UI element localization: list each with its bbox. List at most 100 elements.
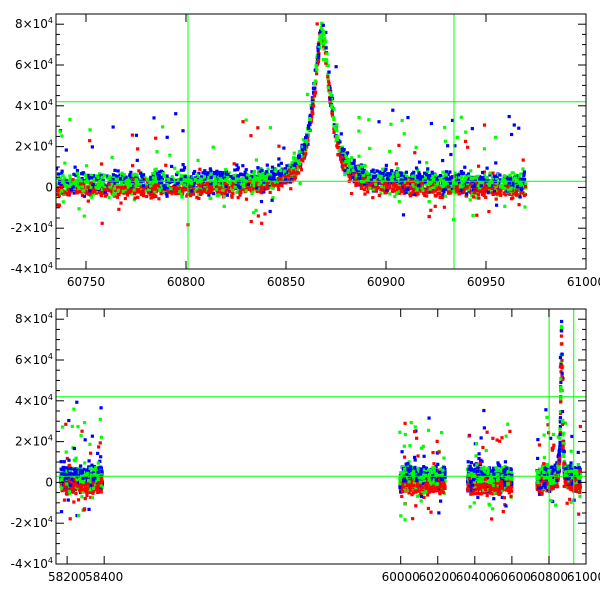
data-point-blue — [60, 468, 63, 471]
data-point-green — [125, 182, 128, 185]
data-point-green — [343, 173, 346, 176]
data-point-red — [79, 486, 82, 489]
data-point-green — [321, 28, 324, 31]
data-point-blue — [90, 464, 93, 467]
data-points — [54, 10, 527, 226]
data-point-blue — [160, 176, 163, 179]
data-point-green — [255, 158, 258, 161]
data-point-red — [97, 481, 100, 484]
data-point-red — [223, 182, 226, 185]
data-point-red — [87, 186, 90, 189]
data-point-green — [223, 195, 226, 198]
data-point-red — [523, 194, 526, 197]
data-point-blue — [60, 460, 63, 463]
data-point-blue — [97, 471, 100, 474]
data-point-red — [381, 189, 384, 192]
data-point-red — [473, 190, 476, 193]
data-point-green — [180, 174, 183, 177]
data-point-blue — [182, 169, 185, 172]
data-point-green — [85, 164, 88, 167]
data-point-red — [512, 193, 515, 196]
data-point-red — [256, 126, 259, 129]
data-point-red — [316, 22, 319, 25]
data-point-red — [475, 214, 478, 217]
data-point-red — [83, 508, 86, 511]
data-point-red — [317, 60, 320, 63]
data-point-green — [298, 162, 301, 165]
data-point-blue — [209, 167, 212, 170]
data-point-red — [515, 189, 518, 192]
data-point-green — [88, 128, 91, 131]
data-point-red — [250, 220, 253, 223]
data-point-blue — [69, 484, 72, 487]
data-point-blue — [457, 173, 460, 176]
data-point-green — [389, 123, 392, 126]
data-point-green — [167, 178, 170, 181]
data-point-green — [274, 168, 277, 171]
data-point-green — [434, 173, 437, 176]
data-point-red — [131, 164, 134, 167]
data-point-green — [213, 175, 216, 178]
data-point-green — [503, 174, 506, 177]
data-point-red — [433, 189, 436, 192]
data-point-red — [392, 188, 395, 191]
data-point-red — [332, 131, 335, 134]
data-point-red — [483, 123, 486, 126]
data-point-blue — [280, 162, 283, 165]
data-point-red — [151, 187, 154, 190]
data-point-blue — [439, 174, 442, 177]
data-point-blue — [357, 176, 360, 179]
data-point-red — [189, 185, 192, 188]
data-point-blue — [388, 172, 391, 175]
data-point-green — [410, 421, 413, 424]
data-point-blue — [224, 185, 227, 188]
data-point-green — [443, 126, 446, 129]
data-point-blue — [140, 174, 143, 177]
data-point-red — [456, 187, 459, 190]
data-point-red — [197, 184, 200, 187]
data-point-green — [216, 194, 219, 197]
data-point-blue — [460, 170, 463, 173]
data-point-blue — [328, 97, 331, 100]
data-point-blue — [166, 195, 169, 198]
data-point-green — [86, 472, 89, 475]
data-point-green — [235, 191, 238, 194]
data-point-blue — [55, 167, 58, 170]
data-point-green — [180, 195, 183, 198]
data-point-red — [330, 112, 333, 115]
data-point-green — [221, 189, 224, 192]
data-point-green — [345, 156, 348, 159]
data-point-blue — [57, 172, 60, 175]
x-tick-label: 60850 — [267, 275, 305, 289]
data-point-red — [494, 192, 497, 195]
data-point-green — [65, 450, 68, 453]
data-point-blue — [60, 510, 63, 513]
data-point-blue — [232, 177, 235, 180]
data-point-red — [337, 153, 340, 156]
data-point-red — [119, 201, 122, 204]
data-point-green — [60, 189, 63, 192]
data-point-blue — [498, 173, 501, 176]
data-point-blue — [508, 181, 511, 184]
data-point-blue — [463, 166, 466, 169]
data-point-blue — [210, 176, 213, 179]
data-point-green — [59, 130, 62, 133]
data-point-green — [155, 180, 158, 183]
data-point-green — [74, 457, 77, 460]
data-point-red — [260, 222, 263, 225]
data-point-blue — [305, 134, 308, 137]
data-point-red — [515, 193, 518, 196]
data-point-green — [488, 184, 491, 187]
data-point-blue — [328, 70, 331, 73]
data-point-blue — [487, 190, 490, 193]
data-point-blue — [423, 172, 426, 175]
data-point-green — [330, 94, 333, 97]
data-point-green — [214, 182, 217, 185]
data-point-green — [223, 205, 226, 208]
data-point-red — [511, 196, 514, 199]
data-point-blue — [436, 463, 439, 466]
data-point-blue — [390, 169, 393, 172]
data-point-blue — [370, 170, 373, 173]
data-point-red — [449, 191, 452, 194]
data-point-green — [83, 461, 86, 464]
